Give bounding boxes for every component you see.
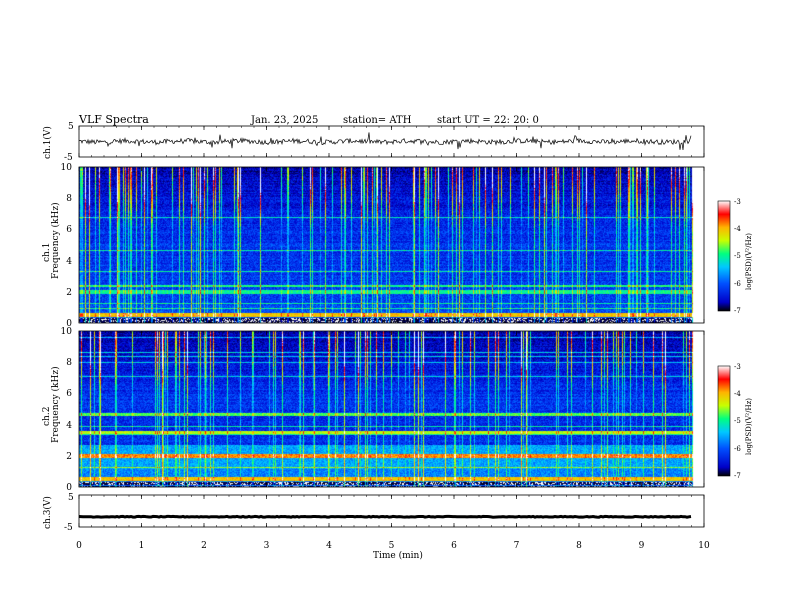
ch2-spectrogram-channel-label: ch.2 <box>42 407 52 426</box>
ch2-ytick-6: 6 <box>66 389 72 399</box>
colorbar-ch2: -3 -4 -5 -6 -7 log(PSD)(V²/Hz) <box>717 363 753 480</box>
date-label: Jan. 23, 2025 <box>250 115 318 126</box>
colorbar-ch1-tick-m7: -7 <box>734 307 741 315</box>
ch2-ytick-10: 10 <box>61 327 73 337</box>
ch1-spectrogram-channel-label: ch.1 <box>42 243 52 262</box>
time-axis: 0 1 2 3 4 5 6 7 8 9 10 <box>76 126 710 551</box>
ch3-waveform-line <box>78 514 692 519</box>
ch1-spectrogram-yticks: 0 2 4 6 8 10 <box>61 163 73 329</box>
colorbar-ch1-tick-m5: -5 <box>734 252 741 260</box>
colorbar-ch2-tick-m6: -6 <box>734 445 741 453</box>
ch1-ytick-neg5: -5 <box>64 153 73 163</box>
ch2-frequency-ylabel: Frequency (kHz) <box>50 366 61 443</box>
ch1-ytick-6: 6 <box>66 225 72 235</box>
time-tick-label: 4 <box>326 541 332 551</box>
ch2-ytick-0: 0 <box>66 483 72 493</box>
ch1-ytick-10: 10 <box>61 163 73 173</box>
ch2-ytick-2: 2 <box>66 452 72 462</box>
ch2-spectrogram-panel: 0 2 4 6 8 10 ch.2 Frequency (kHz) <box>42 327 705 493</box>
ch1-ytick-8: 8 <box>66 194 72 204</box>
colorbar-ch1-tick-m6: -6 <box>734 280 741 288</box>
ch2-spectrogram-yticks: 0 2 4 6 8 10 <box>61 327 73 493</box>
ch1-ytick-2: 2 <box>66 288 72 298</box>
ch3-waveform-ylabel: ch.3(V) <box>42 496 53 529</box>
station-label: station= ATH <box>343 115 412 126</box>
colorbar-ch1-tick-m4: -4 <box>734 225 741 233</box>
ch1-ytick-0: 0 <box>66 319 72 329</box>
colorbar-ch2-tick-m5: -5 <box>734 417 741 425</box>
time-tick-label: 0 <box>76 541 82 551</box>
time-tick-label: 9 <box>639 541 645 551</box>
colorbar-ch2-tick-m4: -4 <box>734 390 741 398</box>
colorbar-ch2-tick-m3: -3 <box>734 363 741 371</box>
time-tick-label: 2 <box>201 541 207 551</box>
ch1-frequency-ylabel: Frequency (kHz) <box>50 202 61 279</box>
colorbar-ch1: -3 -4 -5 -6 -7 log(PSD)(V²/Hz) <box>717 198 753 315</box>
ch1-ytick-4: 4 <box>66 257 72 267</box>
time-tick-label: 10 <box>698 541 710 551</box>
start-time-label: start UT = 22: 20: 0 <box>437 115 539 126</box>
ch1-waveform-ylabel: ch.1(V) <box>42 126 53 159</box>
ch3-ytick-neg5: -5 <box>64 523 73 533</box>
colorbar-ch1-frame <box>717 200 731 312</box>
colorbar-ch1-label: log(PSD)(V²/Hz) <box>745 233 753 290</box>
ch1-waveform-line <box>78 132 692 151</box>
time-axis-label: Time (min) <box>373 550 423 561</box>
colorbar-ch2-gradient <box>718 366 730 476</box>
ch2-ytick-8: 8 <box>66 358 72 368</box>
colorbar-ch1-tick-m3: -3 <box>734 198 741 206</box>
ch1-ytick-5: 5 <box>68 122 74 132</box>
time-tick-label: 7 <box>514 541 520 551</box>
ch2-spectrogram-image <box>79 331 704 487</box>
ch1-spectrogram-panel: 0 2 4 6 8 10 ch.1 Frequency (kHz) <box>42 163 705 329</box>
time-tick-label: 3 <box>264 541 270 551</box>
ch3-ytick-5: 5 <box>68 493 74 503</box>
colorbar-ch2-tick-m7: -7 <box>734 472 741 480</box>
ch2-ytick-4: 4 <box>66 421 72 431</box>
colorbar-ch2-label: log(PSD)(V²/Hz) <box>745 398 753 455</box>
time-tick-label: 8 <box>576 541 582 551</box>
ch1-waveform-frame <box>78 125 705 158</box>
time-tick-label: 1 <box>139 541 145 551</box>
ch3-waveform-frame <box>78 494 705 528</box>
ch1-spectrogram-image <box>79 167 704 323</box>
figure-title: VLF Spectra <box>78 113 149 126</box>
time-tick-label: 5 <box>389 541 395 551</box>
time-tick-label: 6 <box>451 541 457 551</box>
colorbar-ch2-frame <box>717 365 731 477</box>
ch1-waveform-panel: 5 -5 ch.1(V) <box>42 122 705 163</box>
colorbar-ch1-gradient <box>718 201 730 311</box>
